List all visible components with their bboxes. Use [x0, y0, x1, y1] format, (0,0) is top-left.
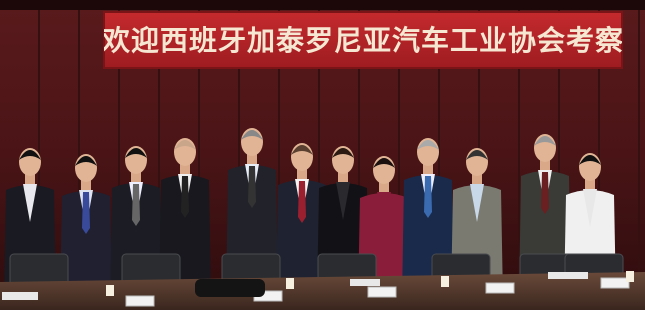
papers — [2, 292, 38, 300]
tie — [298, 181, 306, 223]
name-card — [486, 283, 514, 293]
cup — [441, 276, 449, 287]
tie — [82, 192, 90, 234]
papers — [350, 279, 380, 286]
tie — [541, 172, 549, 214]
name-card — [368, 287, 396, 297]
tie — [424, 176, 432, 218]
cup — [106, 285, 114, 296]
banner-text: 欢迎西班牙加泰罗尼亚汽车工业协会考察 — [101, 24, 624, 57]
cup — [626, 271, 634, 282]
photo: 欢迎西班牙加泰罗尼亚汽车工业协会考察 — [0, 0, 645, 310]
cup — [286, 278, 294, 289]
name-card — [601, 278, 629, 288]
tie — [132, 184, 140, 226]
name-card — [126, 296, 154, 306]
tie — [248, 166, 256, 208]
banner-clip: 欢迎西班牙加泰罗尼亚汽车工业协会考察 — [101, 24, 624, 57]
page: {"banner": {"text": "欢迎西班牙加泰罗尼亚汽车工业协会考察"… — [0, 0, 645, 310]
tie — [181, 176, 189, 218]
papers — [548, 272, 588, 279]
laptop-bag — [195, 279, 265, 297]
ceiling — [0, 0, 645, 10]
